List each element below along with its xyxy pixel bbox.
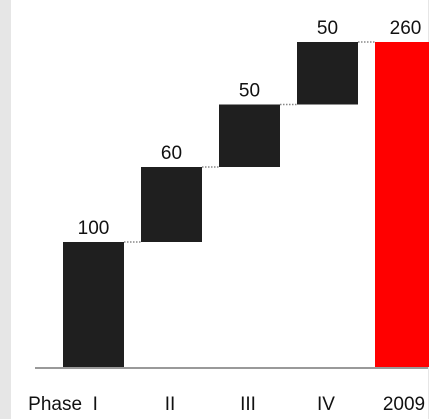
value-label-2: 60 (161, 143, 182, 164)
bar-4 (297, 42, 358, 105)
bar-1 (63, 242, 124, 367)
value-label-1: 100 (78, 218, 110, 239)
category-label-5: 2009 (383, 394, 425, 415)
category-label-4: IV (317, 394, 335, 415)
value-label-3: 50 (239, 81, 260, 102)
category-label-3: III (240, 394, 256, 415)
frame-left (0, 0, 11, 419)
bar-3 (219, 104, 280, 167)
category-label-1: Phase I (28, 394, 98, 415)
bar-2 (141, 167, 202, 242)
value-label-5: 260 (390, 18, 422, 39)
value-label-4: 50 (317, 18, 338, 39)
category-label-2: II (165, 394, 176, 415)
bar-5 (375, 42, 429, 367)
